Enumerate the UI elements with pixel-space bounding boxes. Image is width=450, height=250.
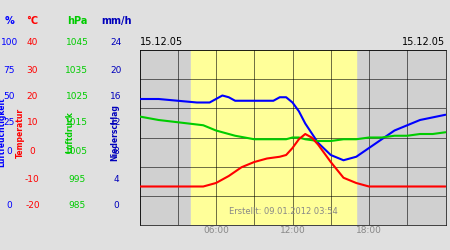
Text: 995: 995 <box>68 175 86 184</box>
Text: 24: 24 <box>111 38 122 47</box>
Text: %: % <box>4 16 14 26</box>
Text: Erstellt: 09.01.2012 03:54: Erstellt: 09.01.2012 03:54 <box>229 207 338 216</box>
Text: Luftfeuchtigkeit: Luftfeuchtigkeit <box>0 98 7 168</box>
Text: Luftdruck: Luftdruck <box>65 112 74 154</box>
Bar <box>190 50 292 225</box>
Text: 0: 0 <box>7 146 12 156</box>
Text: 0: 0 <box>7 201 12 210</box>
Text: 16: 16 <box>110 92 122 101</box>
Text: mm/h: mm/h <box>101 16 131 26</box>
Text: 25: 25 <box>4 118 15 127</box>
Text: -20: -20 <box>25 201 40 210</box>
Text: 15.12.05: 15.12.05 <box>140 36 183 46</box>
Text: 8: 8 <box>113 146 119 156</box>
Text: 40: 40 <box>27 38 38 47</box>
Text: 1035: 1035 <box>65 66 89 75</box>
Text: 100: 100 <box>1 38 18 47</box>
Text: 1025: 1025 <box>66 92 88 101</box>
Text: 15.12.05: 15.12.05 <box>402 36 446 46</box>
Text: 12: 12 <box>110 118 122 127</box>
Text: 20: 20 <box>27 92 38 101</box>
Bar <box>292 50 356 225</box>
Text: 50: 50 <box>4 92 15 101</box>
Text: -10: -10 <box>25 175 40 184</box>
Text: 985: 985 <box>68 201 86 210</box>
Text: 75: 75 <box>4 66 15 75</box>
Text: Niederschlag: Niederschlag <box>110 104 119 161</box>
Text: 1015: 1015 <box>65 118 89 127</box>
Text: 20: 20 <box>110 66 122 75</box>
Text: 1045: 1045 <box>66 38 88 47</box>
Text: 4: 4 <box>113 175 119 184</box>
Text: Temperatur: Temperatur <box>16 108 25 158</box>
Text: hPa: hPa <box>67 16 87 26</box>
Text: 1005: 1005 <box>65 146 89 156</box>
Text: 0: 0 <box>30 146 35 156</box>
Text: 10: 10 <box>27 118 38 127</box>
Text: 30: 30 <box>27 66 38 75</box>
Text: °C: °C <box>27 16 38 26</box>
Text: 0: 0 <box>113 201 119 210</box>
